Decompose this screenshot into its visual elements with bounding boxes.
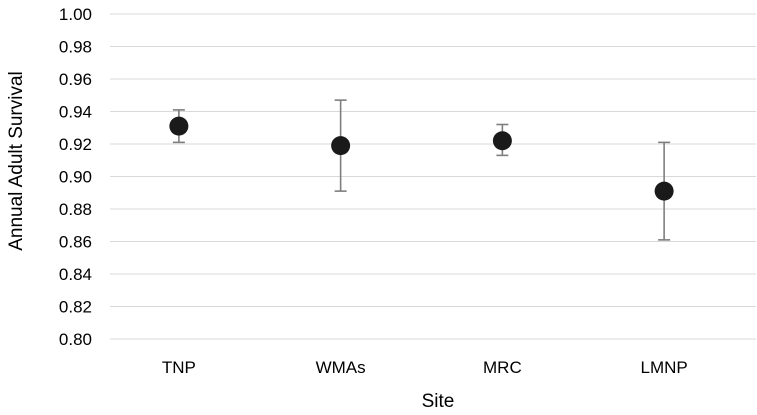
y-axis-title: Annual Adult Survival	[6, 71, 27, 251]
gridlines	[110, 13, 756, 340]
error-bars	[172, 99, 671, 241]
y-tick-label: 0.92	[59, 135, 92, 154]
data-point	[654, 181, 674, 201]
data-points	[169, 116, 674, 201]
y-tick-label: 0.98	[59, 38, 92, 57]
y-tick-label: 0.84	[59, 265, 92, 284]
x-axis-title: Site	[422, 391, 455, 412]
y-tick-label: 0.88	[59, 200, 92, 219]
data-point	[169, 116, 189, 136]
y-tick-label: 1.00	[59, 5, 92, 24]
data-point	[492, 131, 512, 151]
data-point	[331, 136, 351, 156]
y-tick-label: 0.96	[59, 70, 92, 89]
y-tick-label: 0.90	[59, 168, 92, 187]
x-tick-label: WMAs	[316, 358, 366, 377]
y-tick-label: 0.94	[59, 103, 92, 122]
x-tick-label: TNP	[162, 358, 196, 377]
y-tick-label: 0.82	[59, 298, 92, 317]
x-tick-label: LMNP	[641, 358, 688, 377]
y-tick-label: 0.86	[59, 233, 92, 252]
x-axis-ticks: TNP WMAs MRC LMNP	[162, 358, 688, 377]
x-tick-label: MRC	[483, 358, 522, 377]
y-tick-label: 0.80	[59, 330, 92, 349]
y-axis-ticks: 0.80 0.82 0.84 0.86 0.88 0.90 0.92 0.94 0.96 0.98…	[59, 5, 92, 349]
